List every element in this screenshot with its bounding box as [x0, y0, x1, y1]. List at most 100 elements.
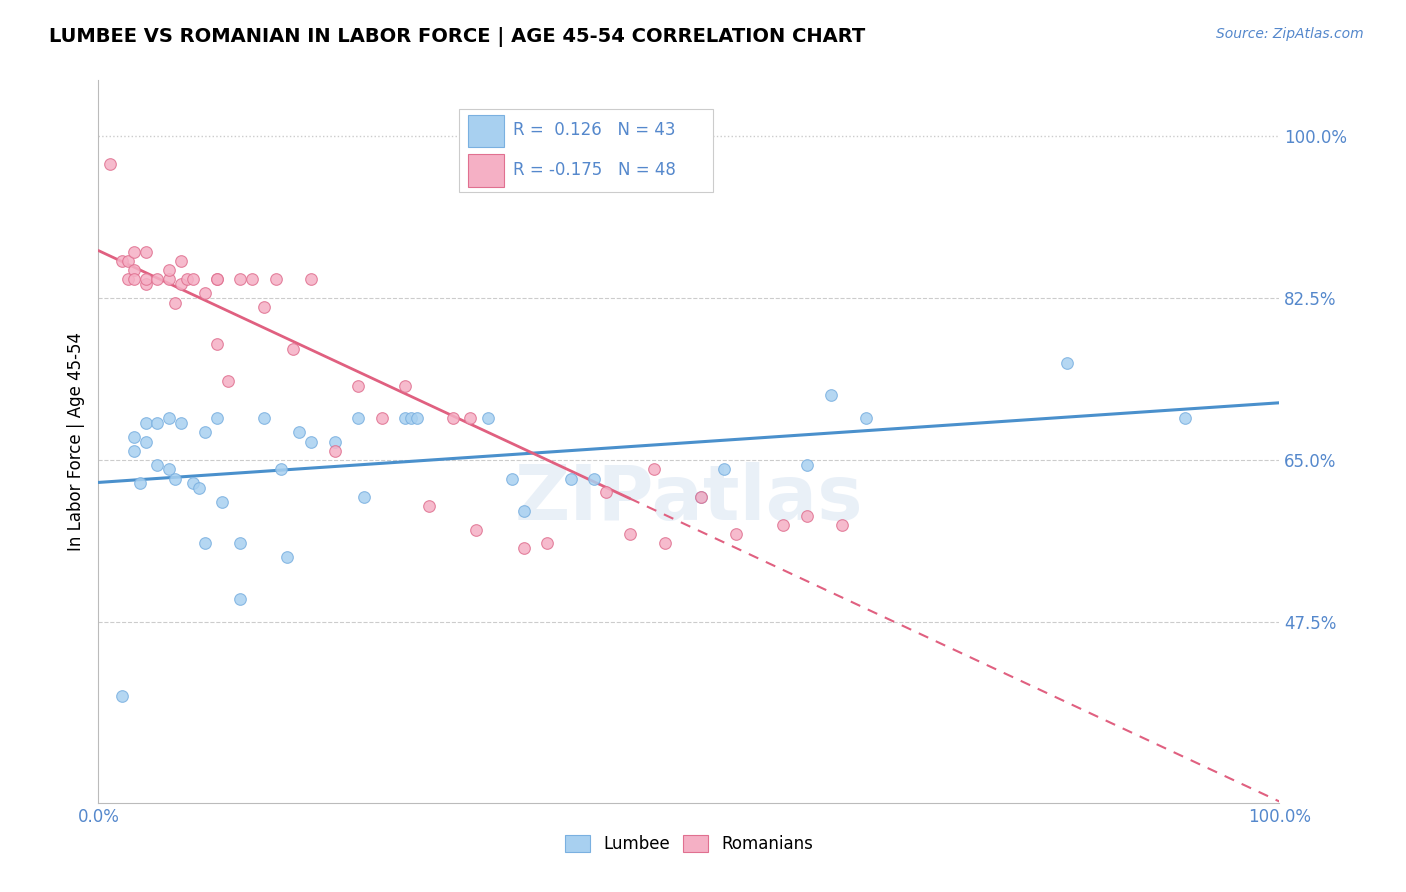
Point: [122, 244, 145, 259]
Point: [595, 485, 617, 500]
Point: [157, 462, 180, 476]
Point: [170, 254, 193, 268]
Point: [1056, 356, 1078, 370]
FancyBboxPatch shape: [468, 114, 503, 147]
Point: [229, 592, 252, 607]
Point: [117, 272, 139, 286]
Point: [689, 490, 711, 504]
Point: [157, 411, 180, 425]
Text: LUMBEE VS ROMANIAN IN LABOR FORCE | AGE 45-54 CORRELATION CHART: LUMBEE VS ROMANIAN IN LABOR FORCE | AGE …: [49, 27, 866, 46]
Point: [157, 263, 180, 277]
Point: [831, 517, 853, 532]
Point: [165, 295, 187, 310]
Point: [276, 550, 298, 565]
Point: [165, 472, 187, 486]
Point: [117, 254, 139, 268]
Point: [689, 490, 711, 504]
Point: [401, 411, 423, 425]
Y-axis label: In Labor Force | Age 45-54: In Labor Force | Age 45-54: [66, 332, 84, 551]
Point: [98, 156, 121, 170]
Text: ZIPatlas: ZIPatlas: [515, 462, 863, 536]
Point: [347, 411, 370, 425]
Point: [146, 416, 169, 430]
Point: [465, 523, 488, 537]
Point: [253, 300, 276, 314]
Legend: Lumbee, Romanians: Lumbee, Romanians: [558, 828, 820, 860]
Point: [796, 458, 818, 472]
Point: [205, 337, 228, 351]
Point: [299, 272, 322, 286]
Point: [135, 416, 157, 430]
Point: [512, 541, 534, 555]
Point: [725, 527, 748, 541]
Point: [512, 504, 534, 518]
Point: [240, 272, 263, 286]
Point: [713, 462, 735, 476]
Point: [441, 411, 464, 425]
Point: [194, 425, 217, 440]
Point: [264, 272, 287, 286]
Point: [122, 443, 145, 458]
Point: [772, 517, 794, 532]
FancyBboxPatch shape: [458, 109, 713, 193]
FancyBboxPatch shape: [468, 154, 503, 187]
Point: [111, 690, 134, 704]
Point: [122, 272, 145, 286]
Point: [323, 434, 346, 449]
Point: [796, 508, 818, 523]
Point: [299, 434, 322, 449]
Point: [654, 536, 676, 550]
Point: [536, 536, 558, 550]
Point: [176, 272, 198, 286]
Point: [205, 272, 228, 286]
Point: [1174, 411, 1197, 425]
Point: [394, 379, 416, 393]
Point: [583, 472, 606, 486]
Point: [181, 476, 204, 491]
Point: [855, 411, 877, 425]
Point: [170, 277, 193, 291]
Text: Source: ZipAtlas.com: Source: ZipAtlas.com: [1216, 27, 1364, 41]
Point: [283, 342, 305, 356]
Point: [111, 254, 134, 268]
Point: [288, 425, 311, 440]
Point: [135, 434, 157, 449]
Point: [560, 472, 582, 486]
Point: [135, 244, 157, 259]
Point: [353, 490, 375, 504]
Point: [643, 462, 665, 476]
Point: [128, 476, 150, 491]
Point: [135, 272, 157, 286]
Point: [619, 527, 641, 541]
Point: [217, 375, 239, 389]
Point: [229, 272, 252, 286]
Point: [406, 411, 429, 425]
Point: [394, 411, 416, 425]
Point: [477, 411, 499, 425]
Point: [820, 388, 842, 402]
Point: [229, 536, 252, 550]
Point: [205, 272, 228, 286]
Text: R =  0.126   N = 43: R = 0.126 N = 43: [513, 121, 675, 139]
Point: [270, 462, 292, 476]
Point: [194, 286, 217, 301]
Text: R = -0.175   N = 48: R = -0.175 N = 48: [513, 161, 676, 179]
Point: [135, 277, 157, 291]
Point: [371, 411, 394, 425]
Point: [122, 430, 145, 444]
Point: [170, 416, 193, 430]
Point: [157, 272, 180, 286]
Point: [418, 500, 440, 514]
Point: [122, 263, 145, 277]
Point: [460, 411, 482, 425]
Point: [181, 272, 204, 286]
Point: [253, 411, 276, 425]
Point: [187, 481, 209, 495]
Point: [347, 379, 370, 393]
Point: [501, 472, 523, 486]
Point: [211, 494, 233, 508]
Point: [146, 458, 169, 472]
Point: [205, 411, 228, 425]
Point: [146, 272, 169, 286]
Point: [194, 536, 217, 550]
